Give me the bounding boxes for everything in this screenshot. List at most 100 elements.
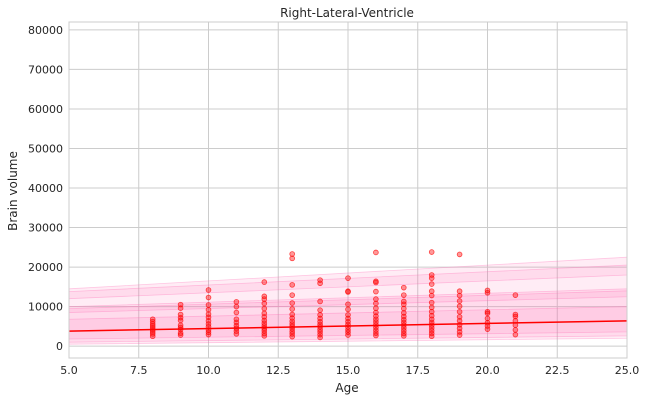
y-axis-title: Brain volume (6, 151, 20, 231)
data-point (261, 279, 268, 285)
data-point (261, 310, 268, 317)
data-point (373, 300, 379, 307)
data-point (317, 277, 323, 283)
data-point (428, 292, 435, 299)
x-tick-label: 17.5 (406, 364, 431, 377)
data-point (400, 298, 407, 305)
data-point (484, 308, 491, 315)
x-axis-title: Age (335, 381, 358, 395)
x-tick-label: 7.5 (130, 364, 148, 377)
y-tick-label: 10000 (28, 301, 63, 314)
y-tick-label: 20000 (28, 261, 63, 274)
data-point (373, 288, 379, 295)
data-point (400, 310, 407, 316)
data-point (233, 303, 240, 310)
data-point (456, 314, 463, 320)
data-point (177, 332, 184, 338)
data-point (484, 287, 491, 294)
data-point (345, 288, 351, 294)
y-tick-label: 0 (56, 340, 63, 353)
data-point (484, 315, 491, 322)
tick-labels: 5.0 7.5 10.0 12.5 15.0 17.5 20.0 22.5 25.0 0 10000… (28, 24, 639, 377)
y-tick-label: 50000 (28, 142, 63, 155)
x-tick-label: 20.0 (475, 364, 500, 377)
data-point (261, 305, 268, 312)
x-tick-label: 12.5 (266, 364, 291, 377)
data-point (149, 323, 156, 329)
x-tick-label: 5.0 (60, 364, 78, 377)
trend-line (68, 320, 628, 332)
data-point (456, 288, 463, 294)
data-point (428, 308, 435, 315)
data-point (512, 311, 519, 318)
data-point (456, 308, 463, 315)
data-point (345, 306, 351, 313)
data-point (289, 311, 296, 318)
data-point (373, 249, 379, 256)
data-point (289, 251, 296, 257)
data-point (428, 312, 435, 319)
data-point (233, 299, 240, 305)
data-point (289, 306, 296, 312)
data-point (289, 300, 296, 306)
data-point (345, 275, 351, 281)
trend-line-group (68, 320, 628, 332)
data-point (428, 288, 435, 294)
data-point (345, 301, 351, 308)
data-point (205, 311, 212, 317)
chart-title: Right-Lateral-Ventricle (280, 6, 414, 20)
data-point (205, 302, 212, 308)
y-tick-label: 40000 (28, 182, 63, 195)
x-tick-label: 22.5 (545, 364, 570, 377)
data-point (456, 251, 463, 258)
data-point (400, 284, 407, 291)
data-point (456, 292, 463, 299)
data-point (261, 300, 268, 307)
data-point (317, 312, 323, 318)
data-point (512, 331, 519, 338)
data-point (205, 306, 212, 313)
plot-frame (68, 21, 628, 359)
data-point (233, 309, 240, 316)
data-point (317, 298, 323, 305)
x-tick-label: 10.0 (196, 364, 221, 377)
data-point (428, 272, 435, 278)
data-point (205, 287, 212, 293)
data-point (428, 304, 435, 311)
y-tick-label: 60000 (28, 103, 63, 116)
y-tick-label: 70000 (28, 63, 63, 76)
data-point (373, 305, 379, 311)
data-point (373, 309, 379, 316)
data-point (289, 282, 296, 288)
data-point (149, 316, 156, 323)
y-tick-label: 30000 (28, 222, 63, 235)
data-point (400, 305, 407, 312)
data-point (317, 307, 323, 313)
data-point (373, 278, 379, 285)
data-point (289, 292, 296, 298)
data-point (512, 313, 519, 320)
data-point (456, 298, 463, 304)
data-point (456, 303, 463, 310)
data-point (177, 311, 184, 318)
data-point (512, 327, 519, 333)
data-point (205, 294, 212, 301)
y-tick-label: 80000 (28, 24, 63, 37)
data-point (233, 316, 240, 323)
x-tick-label: 25.0 (615, 364, 640, 377)
data-point (484, 310, 491, 317)
data-point (177, 301, 184, 308)
data-point (373, 296, 379, 302)
data-point (149, 331, 156, 337)
data-point (512, 292, 519, 298)
data-point (428, 281, 435, 287)
data-point (400, 292, 407, 298)
x-tick-label: 15.0 (336, 364, 361, 377)
data-points (149, 249, 519, 341)
data-point (261, 293, 268, 300)
data-point (177, 322, 184, 328)
data-point (428, 299, 435, 306)
data-point (289, 255, 296, 262)
data-point (345, 312, 351, 318)
